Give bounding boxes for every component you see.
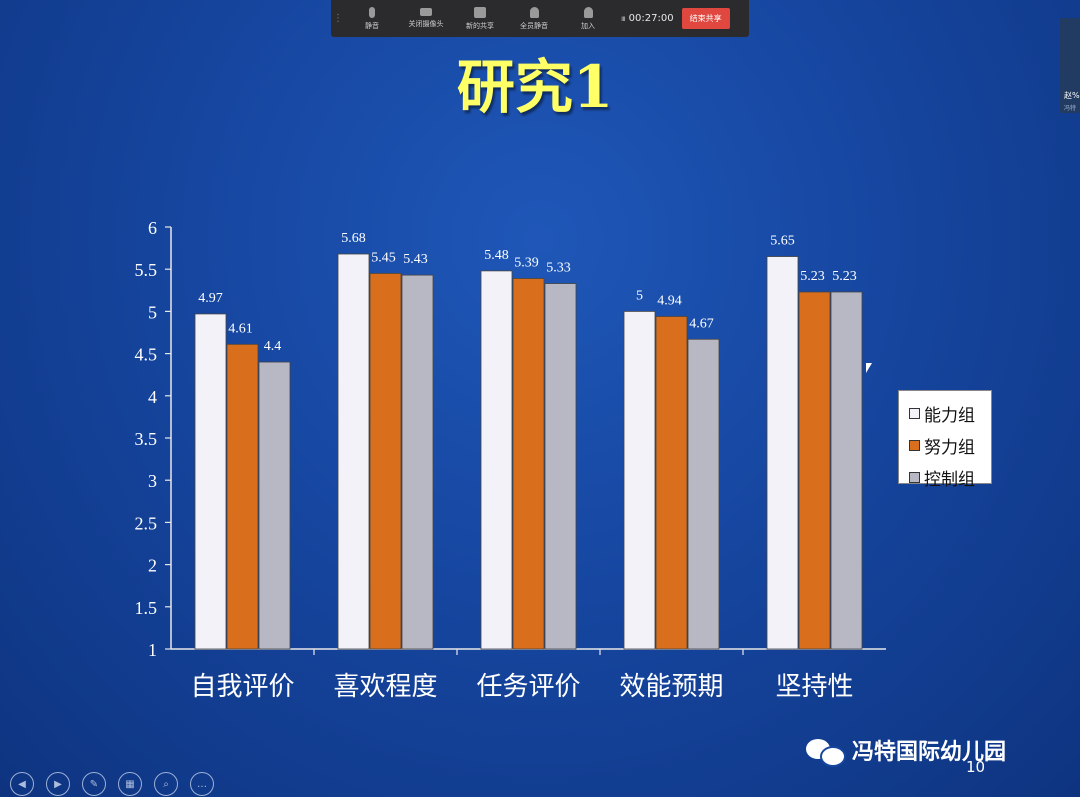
bar-value-label: 4.4 — [264, 339, 282, 354]
bar-value-label: 4.97 — [198, 291, 223, 306]
bar-value-label: 5.65 — [770, 234, 795, 249]
y-tick-label: 1.5 — [135, 598, 158, 618]
next-slide-button[interactable]: ▶ — [46, 772, 70, 796]
stop-sharing-button[interactable]: 结束共享 — [681, 8, 730, 29]
legend-item-ability: 能力组 — [909, 397, 991, 429]
legend-item-effort: 努力组 — [909, 429, 991, 461]
bar-value-label: 5.43 — [403, 252, 428, 267]
bar — [544, 283, 577, 650]
bar-value-label: 5.23 — [832, 269, 857, 284]
y-tick-label: 5 — [148, 302, 157, 322]
pen-tool-button[interactable]: ✎ — [82, 772, 106, 796]
bar — [226, 343, 259, 650]
join-label: 加入 — [581, 21, 595, 30]
x-category-label: 效能预期 — [619, 672, 723, 702]
slideshow-controls: ◀ ▶ ✎ ▦ ⌕ … — [10, 772, 214, 796]
drag-handle-icon[interactable]: ⋮ — [333, 13, 343, 24]
bar-value-label: 4.67 — [689, 316, 714, 331]
add-person-icon — [583, 6, 593, 18]
bar — [194, 313, 227, 650]
mouse-cursor-icon — [866, 363, 872, 373]
legend-item-control: 控制组 — [909, 461, 991, 493]
bar — [830, 291, 863, 650]
bar — [258, 361, 291, 650]
share-screen-icon — [474, 6, 486, 18]
participant-sub: 冯特 — [1064, 105, 1077, 112]
bar-value-label: 5.45 — [371, 250, 396, 265]
bar — [655, 316, 688, 650]
mute-label: 静音 — [365, 21, 379, 30]
legend-label-control: 控制组 — [924, 469, 975, 490]
new-share-label: 新的共享 — [466, 21, 494, 30]
microphone-icon — [369, 6, 375, 18]
zoom-button[interactable]: ⌕ — [154, 772, 178, 796]
chart-legend: 能力组 努力组 控制组 — [898, 390, 992, 490]
bar-value-label: 5.23 — [800, 269, 825, 284]
bar — [512, 278, 545, 650]
stop-camera-button[interactable]: 关闭摄像头 — [399, 8, 453, 29]
x-category-label: 任务评价 — [476, 672, 580, 702]
bar-value-label: 4.94 — [657, 293, 682, 308]
mute-all-icon — [529, 6, 539, 18]
y-tick-label: 4 — [148, 387, 157, 407]
bar-value-label: 4.61 — [228, 321, 253, 336]
watermark-text: 冯特国际幼儿园 — [852, 740, 1007, 765]
stop-camera-label: 关闭摄像头 — [408, 20, 444, 28]
bar — [687, 338, 720, 650]
prev-slide-button[interactable]: ◀ — [10, 772, 34, 796]
y-tick-label: 2.5 — [135, 513, 158, 533]
bar-value-label: 5.39 — [514, 255, 539, 270]
new-share-button[interactable]: 新的共享 — [453, 6, 507, 31]
bar — [337, 253, 370, 650]
y-tick-label: 3 — [148, 471, 157, 491]
x-category-label: 自我评价 — [190, 672, 294, 702]
meeting-timer: ııı 00:27:00 — [621, 13, 674, 24]
wechat-icon — [806, 737, 846, 767]
more-options-button[interactable]: … — [190, 772, 214, 796]
bar — [369, 273, 402, 650]
mute-button[interactable]: 静音 — [345, 6, 399, 31]
y-tick-label: 5.5 — [135, 260, 158, 280]
bar-value-label: 5.48 — [484, 248, 509, 263]
legend-swatch-control — [909, 471, 920, 483]
bar — [623, 310, 656, 650]
y-tick-label: 2 — [148, 556, 157, 576]
camera-icon — [420, 8, 432, 16]
slide-page-number: 10 — [966, 758, 986, 776]
x-category-label: 坚持性 — [775, 672, 853, 702]
x-category-label: 喜欢程度 — [333, 672, 437, 702]
legend-swatch-effort — [909, 439, 920, 451]
bar-value-label: 5.68 — [341, 231, 366, 246]
y-tick-label: 3.5 — [135, 429, 158, 449]
participant-name: 赵% — [1064, 91, 1080, 100]
timer-text: 00:27:00 — [628, 13, 674, 24]
mute-all-label: 全员静音 — [520, 21, 548, 30]
slide-overview-button[interactable]: ▦ — [118, 772, 142, 796]
y-tick-label: 1 — [148, 640, 157, 660]
bar — [766, 256, 799, 650]
y-tick-label: 6 — [148, 218, 157, 238]
bar — [401, 274, 434, 650]
mute-all-button[interactable]: 全员静音 — [507, 6, 561, 31]
signal-icon: ııı — [621, 14, 626, 23]
y-tick-label: 4.5 — [135, 345, 158, 365]
bar — [480, 270, 513, 650]
join-button[interactable]: 加入 — [561, 6, 615, 31]
slide-title: 研究1 — [456, 53, 614, 121]
legend-label-effort: 努力组 — [924, 437, 975, 458]
watermark: 冯特国际幼儿园 — [806, 734, 1007, 767]
legend-swatch-ability — [909, 407, 920, 419]
bar-value-label: 5.33 — [546, 261, 571, 276]
bar-value-label: 5 — [636, 288, 643, 303]
participant-thumbnail[interactable]: 赵% 冯特 — [1060, 18, 1080, 113]
bar — [798, 291, 831, 650]
meeting-toolbar: ⋮ 静音 关闭摄像头 新的共享 全员静音 加入 ııı 00:27:00 结束共… — [331, 0, 749, 37]
legend-label-ability: 能力组 — [924, 405, 975, 426]
